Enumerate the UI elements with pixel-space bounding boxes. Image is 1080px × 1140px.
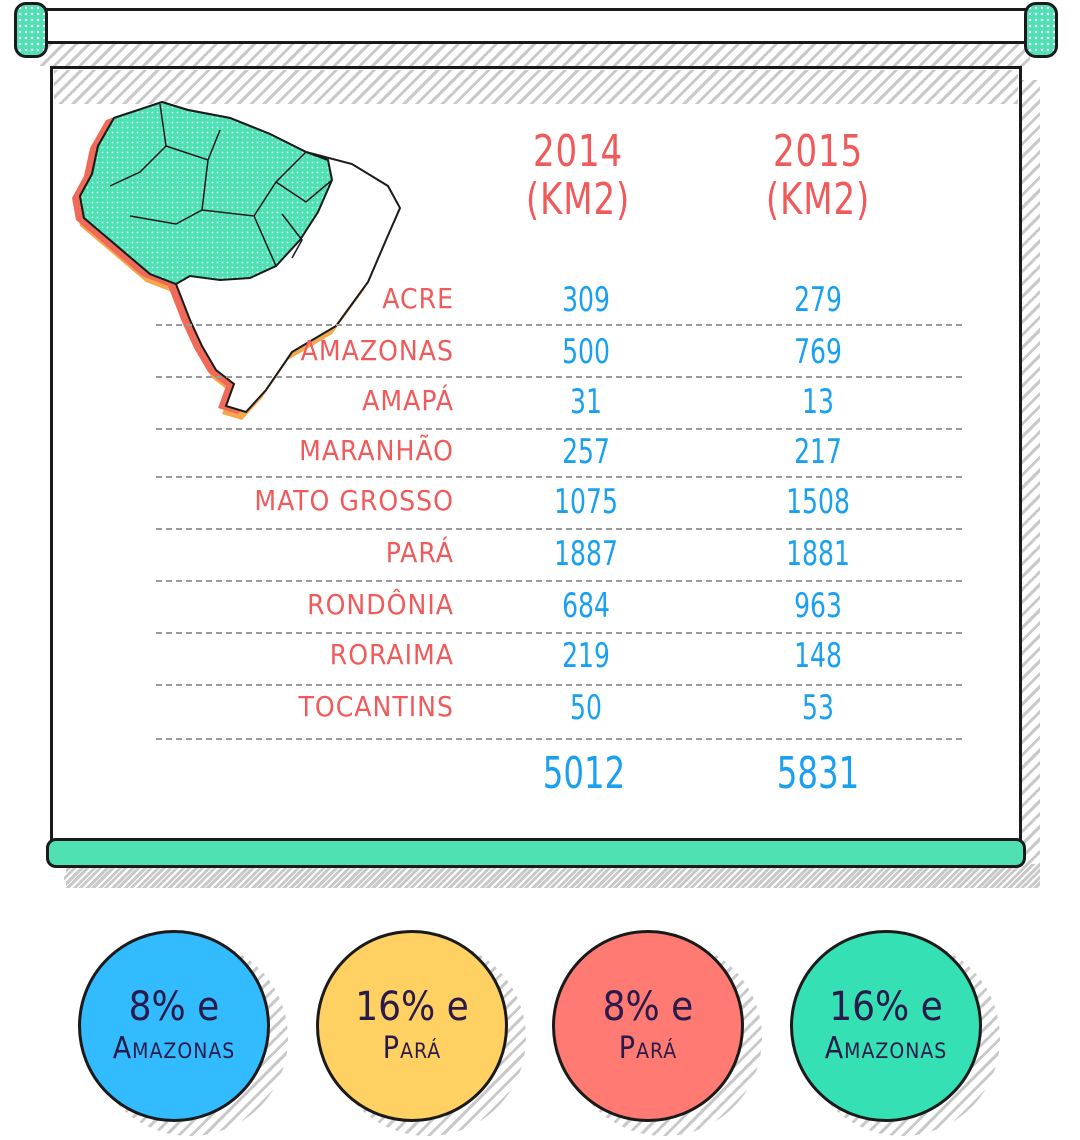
state-label: PARÁ	[385, 536, 454, 569]
state-label: ACRE	[382, 282, 454, 315]
option-line1: 8% e	[128, 984, 220, 1030]
state-label: RORAIMA	[329, 638, 454, 671]
option-line1: 16% e	[829, 984, 943, 1030]
answer-option-d[interactable]: 16% e Amazonas	[790, 930, 982, 1122]
value-2015: 1881	[786, 534, 850, 574]
row-divider	[156, 428, 962, 430]
state-label: AMAPÁ	[362, 384, 454, 417]
header-2014-year: 2014	[532, 126, 624, 177]
option-line2: Pará	[618, 1031, 678, 1066]
row-divider	[156, 324, 962, 326]
option-line2: Pará	[382, 1031, 442, 1066]
value-2014: 500	[562, 332, 610, 372]
value-2014: 219	[562, 636, 610, 676]
value-2015: 769	[794, 332, 842, 372]
total-2014: 5012	[542, 748, 626, 799]
row-divider	[156, 632, 962, 634]
value-2014: 1887	[554, 534, 618, 574]
row-divider	[156, 580, 962, 582]
roller-cap-right	[1024, 2, 1058, 58]
option-line2: Amazonas	[824, 1031, 948, 1066]
value-2015: 13	[802, 382, 834, 422]
bottom-roller-shadow	[64, 864, 1040, 888]
total-2015: 5831	[776, 748, 860, 799]
state-label: MARANHÃO	[299, 434, 454, 467]
answer-option-c[interactable]: 8% e Pará	[552, 930, 744, 1122]
header-2014: 2014 (KM2)	[501, 128, 656, 224]
header-2015: 2015 (KM2)	[741, 128, 896, 224]
roller-cap-left	[14, 2, 48, 58]
brazil-map-icon	[72, 100, 402, 420]
option-line2: Amazonas	[112, 1031, 236, 1066]
header-2014-unit: (KM2)	[525, 174, 631, 225]
answer-option-a[interactable]: 8% e Amazonas	[78, 930, 270, 1122]
value-2014: 50	[570, 688, 602, 728]
value-2014: 31	[570, 382, 602, 422]
row-divider	[156, 376, 962, 378]
board-top-shade	[54, 70, 1018, 104]
state-label: MATO GROSSO	[254, 484, 454, 517]
value-2015: 279	[794, 280, 842, 320]
state-label: TOCANTINS	[298, 690, 454, 723]
value-2015: 53	[802, 688, 834, 728]
option-line1: 8% e	[602, 984, 694, 1030]
state-label: RONDÔNIA	[307, 588, 454, 621]
top-roller	[24, 8, 1044, 44]
value-2014: 257	[562, 432, 610, 472]
row-divider	[156, 476, 962, 478]
row-divider	[156, 738, 962, 740]
roller-shadow	[40, 40, 1030, 66]
row-divider	[156, 684, 962, 686]
value-2014: 1075	[554, 482, 618, 522]
state-label: AMAZONAS	[300, 334, 454, 367]
header-2015-unit: (KM2)	[765, 174, 871, 225]
value-2015: 217	[794, 432, 842, 472]
header-2015-year: 2015	[772, 126, 864, 177]
bottom-roller	[46, 838, 1026, 868]
value-2015: 148	[794, 636, 842, 676]
value-2014: 309	[562, 280, 610, 320]
answer-option-b[interactable]: 16% e Pará	[316, 930, 508, 1122]
option-line1: 16% e	[355, 984, 469, 1030]
value-2015: 963	[794, 586, 842, 626]
row-divider	[156, 528, 962, 530]
value-2014: 684	[562, 586, 610, 626]
value-2015: 1508	[786, 482, 850, 522]
